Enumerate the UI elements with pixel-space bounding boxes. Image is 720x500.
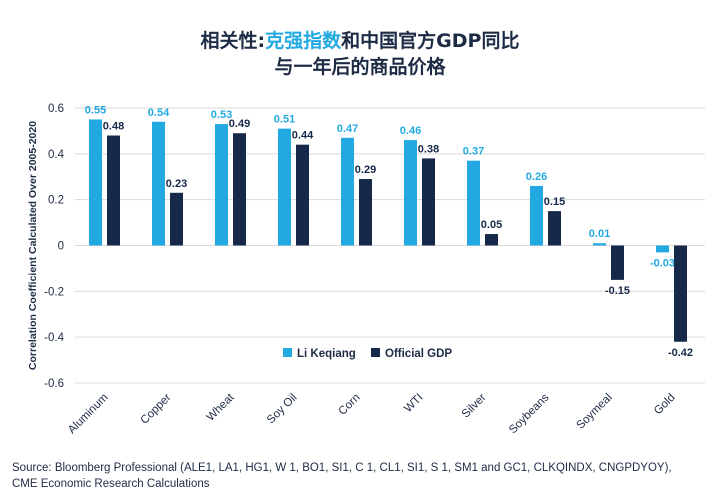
data-label-li-keqiang: 0.26 <box>526 171 547 183</box>
y-axis-label: Correlation Coefficient Calculated Over … <box>27 121 39 370</box>
bar-li-keqiang <box>404 140 417 246</box>
x-tick-label: Silver <box>460 392 489 421</box>
bar-li-keqiang <box>278 128 291 246</box>
data-label-official-gdp: 0.29 <box>355 164 376 176</box>
data-label-official-gdp: 0.49 <box>229 118 250 130</box>
y-tick-label: 0 <box>58 241 64 253</box>
x-tick-label: Copper <box>138 392 173 427</box>
bar-official-gdp <box>548 211 561 246</box>
bar-official-gdp <box>485 234 498 246</box>
bar-official-gdp <box>170 192 183 246</box>
bar-official-gdp <box>611 245 624 280</box>
data-label-li-keqiang: 0.37 <box>463 146 484 158</box>
data-label-official-gdp: 0.23 <box>166 178 187 190</box>
data-label-official-gdp: 0.05 <box>481 219 502 231</box>
title-prefix: 相关性: <box>200 30 266 52</box>
chart-title-line-2: 与一年后的商品价格 <box>274 56 446 78</box>
bar-li-keqiang <box>593 243 606 246</box>
x-tick-label: Wheat <box>205 391 238 424</box>
y-tick-label: 0.4 <box>48 149 65 161</box>
bar-official-gdp <box>107 135 120 246</box>
data-label-official-gdp: 0.15 <box>544 196 565 208</box>
data-label-official-gdp: 0.38 <box>418 143 439 155</box>
y-tick-label: 0.2 <box>48 195 64 207</box>
title-suffix: 和中国官方GDP同比 <box>341 30 520 52</box>
x-tick-label: Soybeans <box>507 391 552 436</box>
title-accent: 克强指数 <box>265 30 342 52</box>
data-label-li-keqiang: 0.54 <box>148 107 170 119</box>
bar-official-gdp <box>296 144 309 246</box>
source-line-2: CME Economic Research Calculations <box>12 478 210 490</box>
bar-li-keqiang <box>656 245 669 253</box>
data-label-li-keqiang: 0.55 <box>85 104 106 116</box>
y-tick-label: -0.6 <box>44 378 64 390</box>
data-label-official-gdp: -0.15 <box>605 285 630 297</box>
bar-li-keqiang <box>215 124 228 246</box>
data-label-li-keqiang: -0.03 <box>650 257 675 269</box>
y-tick-label: -0.2 <box>44 286 64 298</box>
legend-label-official-gdp: Official GDP <box>385 348 452 360</box>
data-label-li-keqiang: 0.01 <box>589 228 610 240</box>
bar-li-keqiang <box>341 137 354 246</box>
data-label-li-keqiang: 0.51 <box>274 114 295 126</box>
bar-li-keqiang <box>467 160 480 246</box>
data-label-official-gdp: 0.44 <box>292 130 314 142</box>
data-label-official-gdp: 0.48 <box>103 121 124 133</box>
bar-official-gdp <box>359 179 372 246</box>
data-label-official-gdp: -0.42 <box>668 347 693 359</box>
y-tick-label: 0.6 <box>48 103 64 115</box>
x-tick-label: Soy Oil <box>265 392 300 427</box>
y-tick-label: -0.4 <box>44 332 64 344</box>
data-label-li-keqiang: 0.53 <box>211 109 232 121</box>
bar-chart: 0.6 0.4 0.2 0 -0.2 -0.4 -0.6 Correlation Coeffi… <box>27 103 705 437</box>
bar-li-keqiang <box>89 119 102 246</box>
x-tick-label: Aluminum <box>66 392 111 437</box>
data-label-li-keqiang: 0.46 <box>400 125 421 137</box>
bar-li-keqiang <box>152 121 165 246</box>
legend-swatch-official-gdp <box>371 348 380 357</box>
source-note: Source: Bloomberg Professional (ALE1, LA… <box>12 460 672 492</box>
legend-swatch-li-keqiang <box>283 348 292 357</box>
x-tick-label: Corn <box>337 392 363 418</box>
data-label-li-keqiang: 0.47 <box>337 123 358 135</box>
bar-official-gdp <box>233 133 246 246</box>
source-line-1: Source: Bloomberg Professional (ALE1, LA… <box>12 462 672 474</box>
bar-li-keqiang <box>530 185 543 246</box>
x-tick-label: Soymeal <box>574 392 614 432</box>
x-tick-label: WTI <box>402 392 425 415</box>
bar-official-gdp <box>422 158 435 246</box>
chart-title-line-1: 相关性:克强指数和中国官方GDP同比 <box>0 26 720 53</box>
bar-official-gdp <box>674 245 687 342</box>
legend-label-li-keqiang: Li Keqiang <box>297 348 356 360</box>
x-tick-label: Gold <box>652 392 678 418</box>
